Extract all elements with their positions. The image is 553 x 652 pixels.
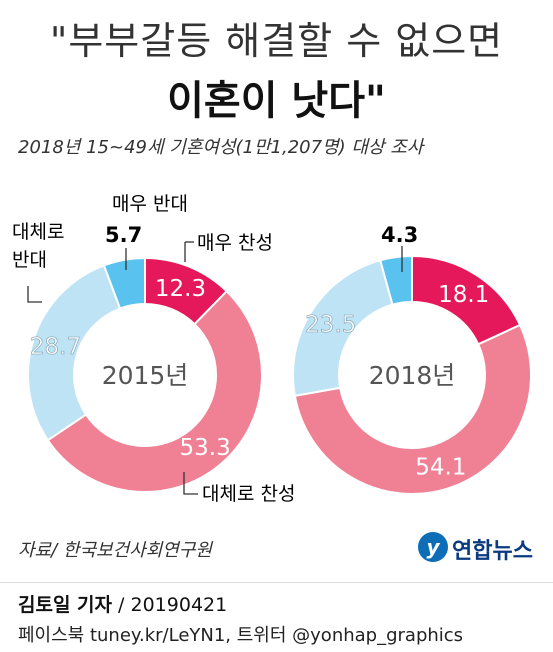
leader-agree-2015 xyxy=(183,472,198,495)
value-disagree-0: 28.7 xyxy=(30,334,81,360)
source-note: 자료/ 한국보건사회연구원 xyxy=(18,540,212,561)
slice-strong-disagree-0 xyxy=(102,256,146,310)
value-agree-1: 54.1 xyxy=(415,455,466,481)
label-strong-agree: 매우 찬성 xyxy=(197,232,273,254)
subtitle: 2018년 15~49세 기혼여성(1만1,207명) 대상 조사 xyxy=(18,137,424,158)
label-strong-disagree: 매우 반대 xyxy=(112,193,188,215)
title-line2: 이혼이 낫다" xyxy=(167,78,386,124)
value-strong-agree-0: 12.3 xyxy=(155,276,206,302)
title-line1: "부부갈등 해결할 수 없으면 xyxy=(49,19,504,63)
label-disagree-line2: 반대 xyxy=(12,249,47,271)
value-agree-0: 53.3 xyxy=(180,435,231,461)
donut-charts: 12.3 53.3 28.7 2015년 18.1 54.1 23.5 2018년 매우 반… xyxy=(12,193,532,505)
leader-disagree-2015 xyxy=(27,286,42,303)
social-line: 페이스북 tuney.kr/LeYN1, 트위터 @yonhap_graphic… xyxy=(18,625,464,646)
year-label-0: 2015년 xyxy=(102,361,189,390)
donut-2018: 18.1 54.1 23.5 2018년 xyxy=(292,254,532,495)
logo-mark-icon: y xyxy=(418,532,448,562)
reporter-line: 김토일 기자 / 20190421 xyxy=(18,590,227,617)
value-disagree-1: 23.5 xyxy=(305,312,356,338)
slice-agree-1 xyxy=(293,323,532,495)
logo-text: 연합뉴스 xyxy=(452,539,533,564)
slice-strong-disagree-1 xyxy=(379,254,413,306)
value-strong-disagree-2015: 5.7 xyxy=(105,223,142,247)
label-disagree-line1: 대체로 xyxy=(12,221,64,243)
value-strong-disagree-2018: 4.3 xyxy=(381,223,418,247)
value-strong-agree-1: 18.1 xyxy=(438,282,489,308)
slice-agree-0 xyxy=(46,289,263,493)
year-label-1: 2018년 xyxy=(369,361,456,390)
footer xyxy=(0,582,553,652)
reporter-name: 김토일 기자 xyxy=(18,594,113,616)
slice-disagree-0 xyxy=(27,264,122,442)
reporter-date: 20190421 xyxy=(130,594,228,616)
reporter-sep: / xyxy=(112,594,131,616)
label-agree: 대체로 찬성 xyxy=(202,483,295,505)
donut-2015: 12.3 53.3 28.7 2015년 xyxy=(27,256,263,493)
